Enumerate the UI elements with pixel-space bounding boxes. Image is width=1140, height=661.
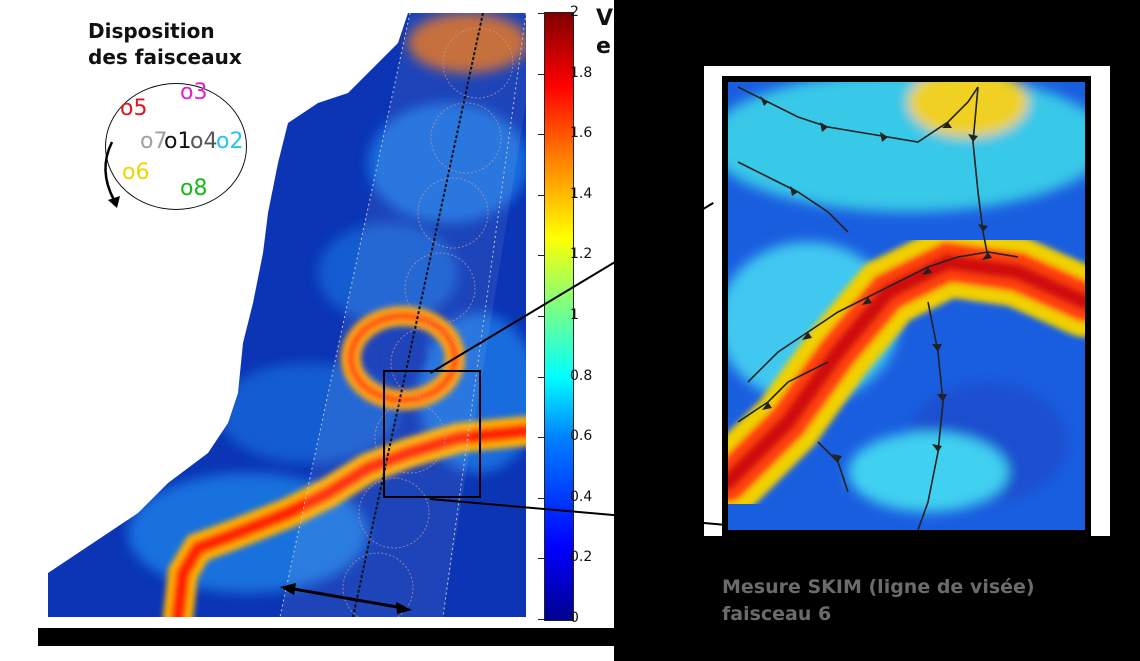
colorbar-tick-label: 1.8	[570, 64, 593, 81]
beam-2-label: o2	[216, 129, 244, 154]
colorbar-tick-mark	[538, 73, 544, 75]
colorbar-tick-label: 1.6	[570, 125, 593, 142]
caption: Mesure SKIM (ligne de visée) faisceau 6	[722, 574, 1035, 628]
colorbar-tick-label: 0.8	[570, 367, 593, 384]
colorbar-tick-mark	[538, 316, 544, 317]
beam-8-label: o8	[180, 176, 208, 201]
zoom-inset-map	[722, 76, 1091, 536]
caption-line-2: faisceau 6	[722, 603, 832, 625]
colorbar-tick-label: 0.4	[570, 488, 593, 505]
title-line-2: des faisceaux	[88, 45, 242, 69]
zoom-current-field	[728, 82, 1085, 530]
colorbar-tick-label: 0	[570, 610, 579, 626]
beam-4-label: o4	[190, 129, 218, 154]
colorbar-tick-mark	[538, 13, 544, 14]
colorbar-tick-label: 1	[570, 307, 579, 323]
colorbar-tick-label: 1.4	[570, 185, 593, 202]
colorbar-tick-mark	[538, 619, 544, 620]
colorbar-tick-label: 0.6	[570, 428, 593, 445]
colorbar-tick-mark	[538, 437, 544, 439]
title-line-1: Disposition	[88, 19, 215, 43]
colorbar-tick-mark	[538, 255, 544, 257]
colorbar-tick-mark	[538, 558, 544, 560]
partial-title: V e	[596, 5, 613, 61]
colorbar-tick-label: 1.2	[570, 246, 593, 263]
colorbar-tick-label: 2	[570, 4, 579, 20]
beam-1-label: o1	[164, 129, 192, 154]
beam-3-label: o3	[180, 80, 208, 105]
beam-6-label: o6	[122, 160, 150, 185]
beam-diagram-circle	[105, 83, 247, 210]
beam-7-label: o7	[140, 129, 168, 154]
beam-5-label: o5	[120, 96, 148, 121]
rotation-arrow-icon	[104, 141, 120, 208]
partial-title-line-1: V	[596, 6, 614, 31]
bottom-black-band	[38, 628, 618, 646]
colorbar-tick-mark	[538, 194, 544, 196]
beam-layout-title: Disposition des faisceaux	[88, 18, 242, 70]
colorbar	[544, 12, 574, 621]
partial-title-line-2: e	[596, 34, 611, 59]
caption-line-1: Mesure SKIM (ligne de visée)	[722, 576, 1035, 598]
colorbar-tick-label: 0.2	[570, 549, 593, 566]
colorbar-tick-mark	[538, 134, 544, 136]
colorbar-tick-mark	[538, 497, 544, 499]
colorbar-tick-mark	[538, 376, 544, 378]
